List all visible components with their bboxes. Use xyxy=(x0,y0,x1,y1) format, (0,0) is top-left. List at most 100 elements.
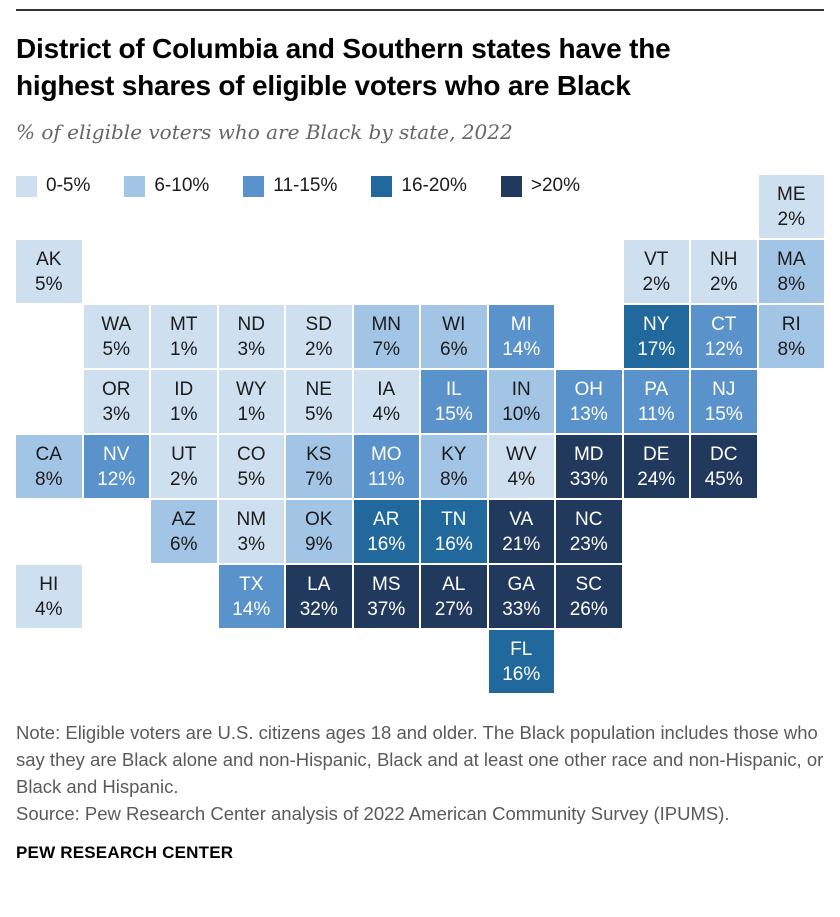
state-abbr: IA xyxy=(377,378,396,400)
legend-label: 16-20% xyxy=(401,175,467,196)
state-value: 14% xyxy=(502,338,541,360)
state-value: 15% xyxy=(704,403,743,425)
state-tile-mi: MI 14% xyxy=(488,305,554,368)
note-text: Note: Eligible voters are U.S. citizens … xyxy=(16,722,824,797)
state-value: 5% xyxy=(35,273,63,295)
state-tile-al: AL 27% xyxy=(421,565,487,628)
state-abbr: PA xyxy=(644,378,669,400)
state-abbr: OH xyxy=(574,378,604,400)
state-value: 3% xyxy=(102,403,130,425)
state-abbr: GA xyxy=(507,573,535,595)
state-value: 15% xyxy=(434,403,473,425)
state-value: 2% xyxy=(642,273,670,295)
state-abbr: KY xyxy=(441,443,467,465)
legend-label: >20% xyxy=(530,175,580,196)
state-abbr: AL xyxy=(442,573,466,595)
state-value: 4% xyxy=(35,598,63,620)
legend-swatch xyxy=(124,175,146,197)
state-abbr: KS xyxy=(306,443,332,465)
state-tile-tn: TN 16% xyxy=(421,500,487,563)
state-abbr: NC xyxy=(575,508,603,530)
state-abbr: NV xyxy=(103,443,130,465)
state-tile-wi: WI 6% xyxy=(421,305,487,368)
state-value: 8% xyxy=(35,468,63,490)
state-value: 5% xyxy=(102,338,130,360)
state-value: 11% xyxy=(637,403,675,425)
state-abbr: MD xyxy=(573,443,604,465)
legend-swatch xyxy=(243,175,265,197)
state-abbr: FL xyxy=(510,638,533,660)
state-abbr: TX xyxy=(239,573,264,595)
state-value: 23% xyxy=(569,533,608,555)
state-tile-or: OR 3% xyxy=(83,370,149,433)
legend-item: 16-20% xyxy=(371,175,467,197)
state-tile-ne: NE 5% xyxy=(286,370,352,433)
state-value: 16% xyxy=(367,533,406,555)
state-abbr: IN xyxy=(511,378,531,400)
state-value: 26% xyxy=(569,598,608,620)
state-abbr: CT xyxy=(711,313,737,335)
state-tile-ga: GA 33% xyxy=(488,565,554,628)
state-tile-ia: IA 4% xyxy=(353,370,419,433)
state-tile-sd: SD 2% xyxy=(286,305,352,368)
state-value: 6% xyxy=(440,338,468,360)
legend-swatch xyxy=(500,175,522,197)
state-abbr: NY xyxy=(643,313,670,335)
state-tile-fl: FL 16% xyxy=(488,630,554,693)
state-tile-me: ME 2% xyxy=(758,175,824,238)
state-value: 13% xyxy=(569,403,608,425)
state-tile-la: LA 32% xyxy=(286,565,352,628)
state-abbr: MO xyxy=(370,443,402,465)
state-tile-nj: NJ 15% xyxy=(691,370,757,433)
state-value: 2% xyxy=(777,208,805,230)
state-tile-ct: CT 12% xyxy=(691,305,757,368)
state-tile-ri: RI 8% xyxy=(758,305,824,368)
state-tile-tx: TX 14% xyxy=(218,565,284,628)
state-value: 21% xyxy=(502,533,541,555)
state-abbr: NE xyxy=(305,378,332,400)
state-abbr: DC xyxy=(710,443,738,465)
state-tile-co: CO 5% xyxy=(218,435,284,498)
legend-item: 0-5% xyxy=(16,175,90,197)
state-abbr: AZ xyxy=(171,508,196,530)
state-tile-de: DE 24% xyxy=(623,435,689,498)
state-abbr: AR xyxy=(373,508,400,530)
state-tile-ak: AK 5% xyxy=(16,240,82,303)
state-value: 5% xyxy=(305,403,333,425)
state-value: 2% xyxy=(305,338,333,360)
state-tile-dc: DC 45% xyxy=(691,435,757,498)
legend-label: 11-15% xyxy=(273,175,338,196)
state-value: 8% xyxy=(440,468,468,490)
state-value: 45% xyxy=(704,468,743,490)
state-abbr: WI xyxy=(442,313,466,335)
page-title-line1: District of Columbia and Southern states… xyxy=(16,33,671,64)
state-tile-nd: ND 3% xyxy=(218,305,284,368)
state-tile-pa: PA 11% xyxy=(623,370,689,433)
state-value: 4% xyxy=(507,468,535,490)
state-abbr: VT xyxy=(644,248,669,270)
state-abbr: HI xyxy=(39,573,59,595)
state-abbr: ME xyxy=(777,183,806,205)
state-tile-nm: NM 3% xyxy=(218,500,284,563)
state-tile-va: VA 21% xyxy=(488,500,554,563)
state-value: 37% xyxy=(367,598,406,620)
state-abbr: RI xyxy=(781,313,801,335)
state-tile-wv: WV 4% xyxy=(488,435,554,498)
state-value: 3% xyxy=(237,533,265,555)
state-abbr: NM xyxy=(236,508,267,530)
state-abbr: CO xyxy=(237,443,266,465)
state-abbr: OK xyxy=(305,508,333,530)
page-title: District of Columbia and Southern states… xyxy=(16,30,824,104)
state-abbr: MN xyxy=(371,313,402,335)
state-abbr: UT xyxy=(171,443,197,465)
state-tile-wy: WY 1% xyxy=(218,370,284,433)
source-text: Source: Pew Research Center analysis of … xyxy=(16,803,730,824)
state-value: 33% xyxy=(569,468,608,490)
state-abbr: WA xyxy=(101,313,132,335)
state-abbr: VA xyxy=(509,508,534,530)
legend-swatch xyxy=(16,175,37,197)
state-tile-md: MD 33% xyxy=(556,435,622,498)
state-tile-ar: AR 16% xyxy=(353,500,419,563)
state-abbr: IL xyxy=(445,378,462,400)
state-tile-ut: UT 2% xyxy=(151,435,217,498)
